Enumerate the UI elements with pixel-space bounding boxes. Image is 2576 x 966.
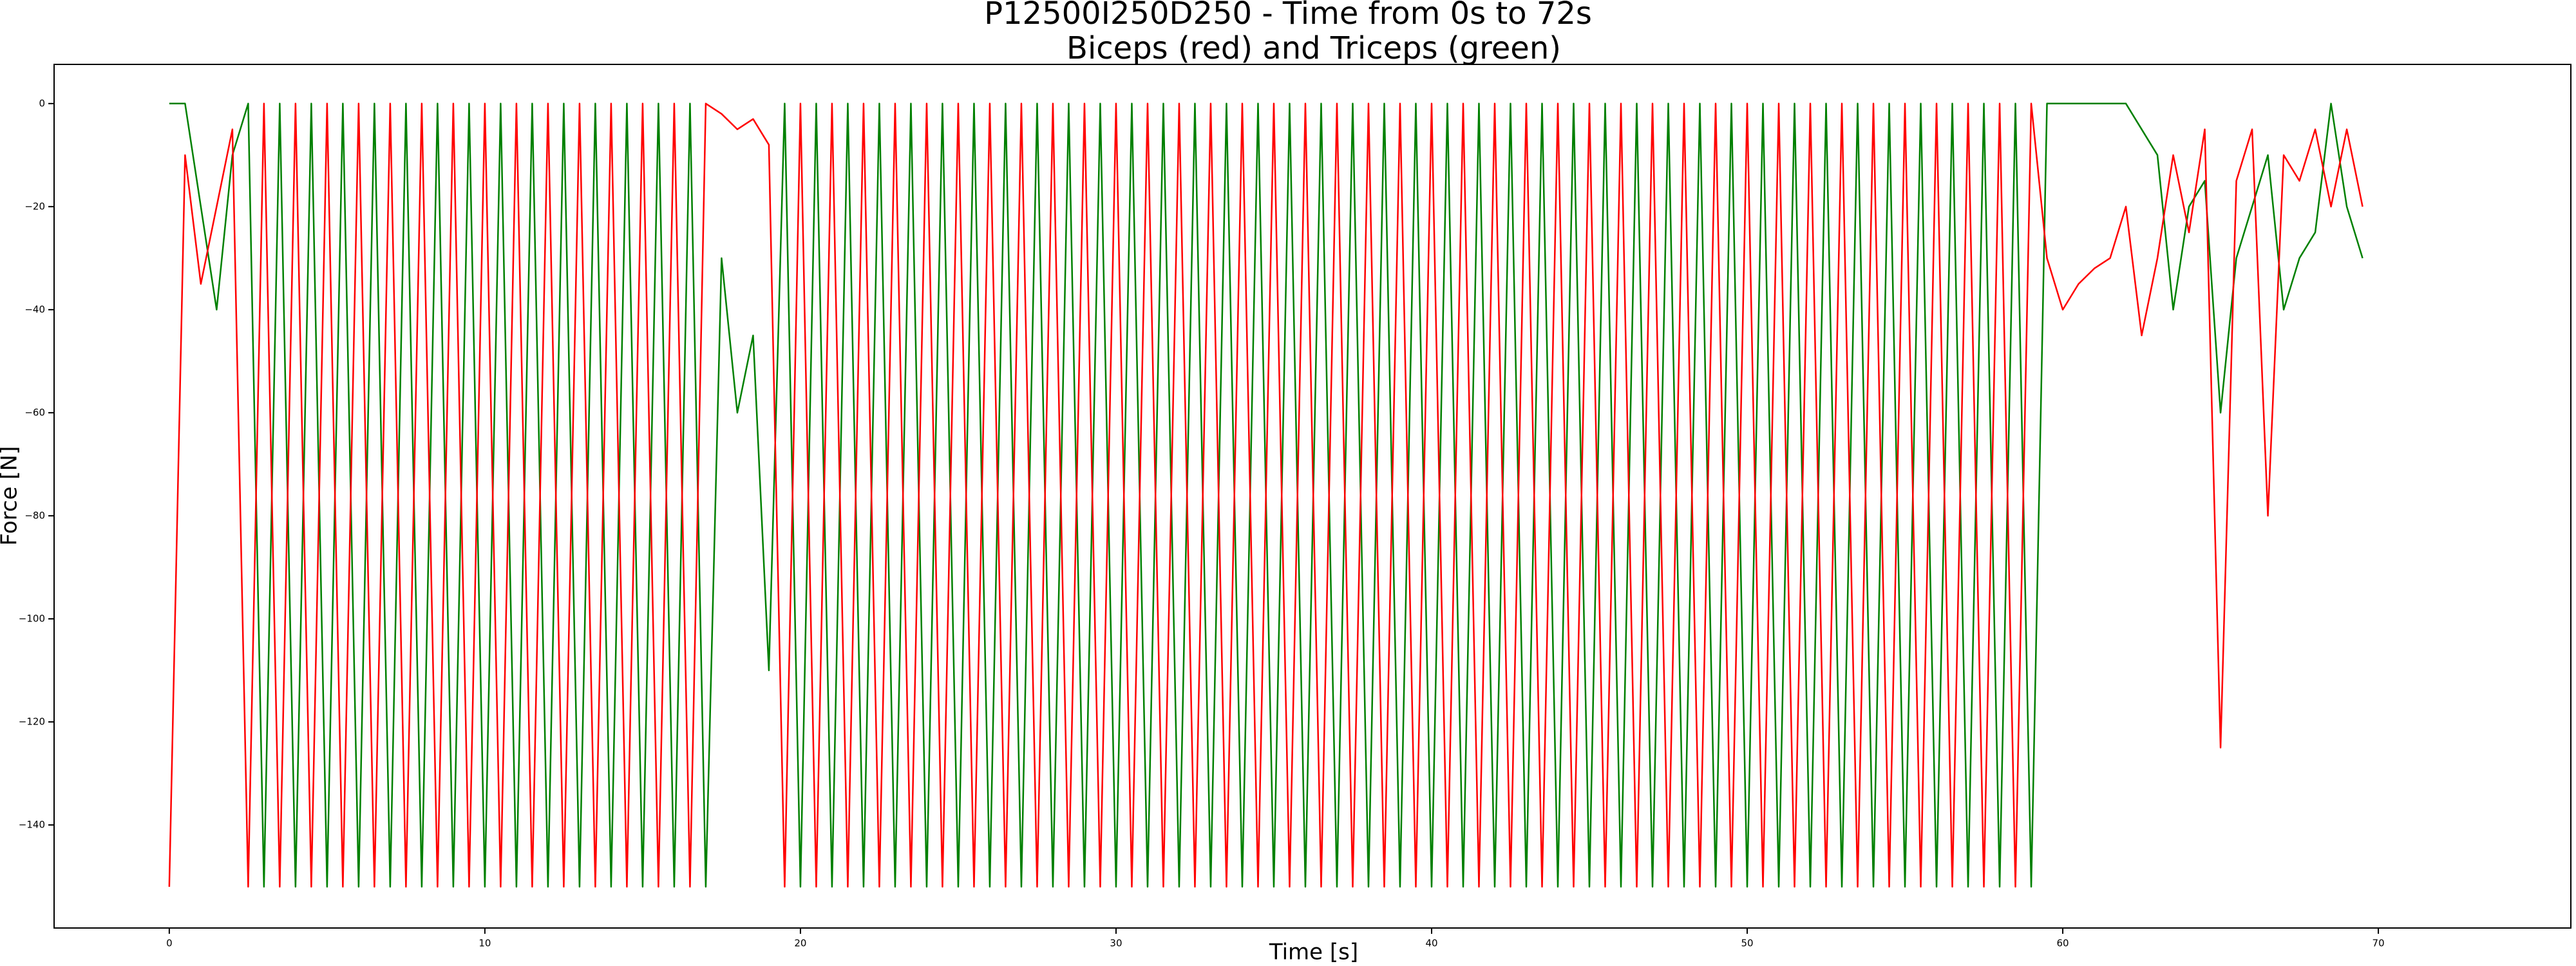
y-tick-label: −80 — [24, 509, 45, 521]
chart-subtitle: Biceps (red) and Triceps (green) — [1066, 30, 1561, 66]
y-axis-label: Force [N] — [0, 446, 23, 546]
x-tick-label: 20 — [794, 938, 806, 949]
y-tick-label: −120 — [19, 715, 45, 727]
x-tick-label: 50 — [1741, 938, 1753, 949]
y-tick-label: −100 — [19, 612, 45, 624]
x-tick-label: 40 — [1425, 938, 1437, 949]
x-tick-label: 70 — [2372, 938, 2385, 949]
x-tick-label: 30 — [1110, 938, 1122, 949]
y-tick-label: −140 — [19, 819, 45, 830]
y-tick-label: −60 — [24, 406, 45, 418]
x-tick-label: 10 — [478, 938, 491, 949]
x-axis-label: Time [s] — [1269, 940, 1358, 965]
x-tick-label: 0 — [166, 938, 173, 949]
x-tick-label: 60 — [2057, 938, 2069, 949]
y-tick-label: −20 — [24, 200, 45, 212]
plot-frame — [53, 64, 2571, 929]
y-tick-label: 0 — [39, 97, 45, 109]
series-line — [168, 102, 2363, 888]
y-tick-label: −40 — [24, 303, 45, 315]
chart-title: P12500I250D250 - Time from 0s to 72s — [984, 0, 1592, 32]
